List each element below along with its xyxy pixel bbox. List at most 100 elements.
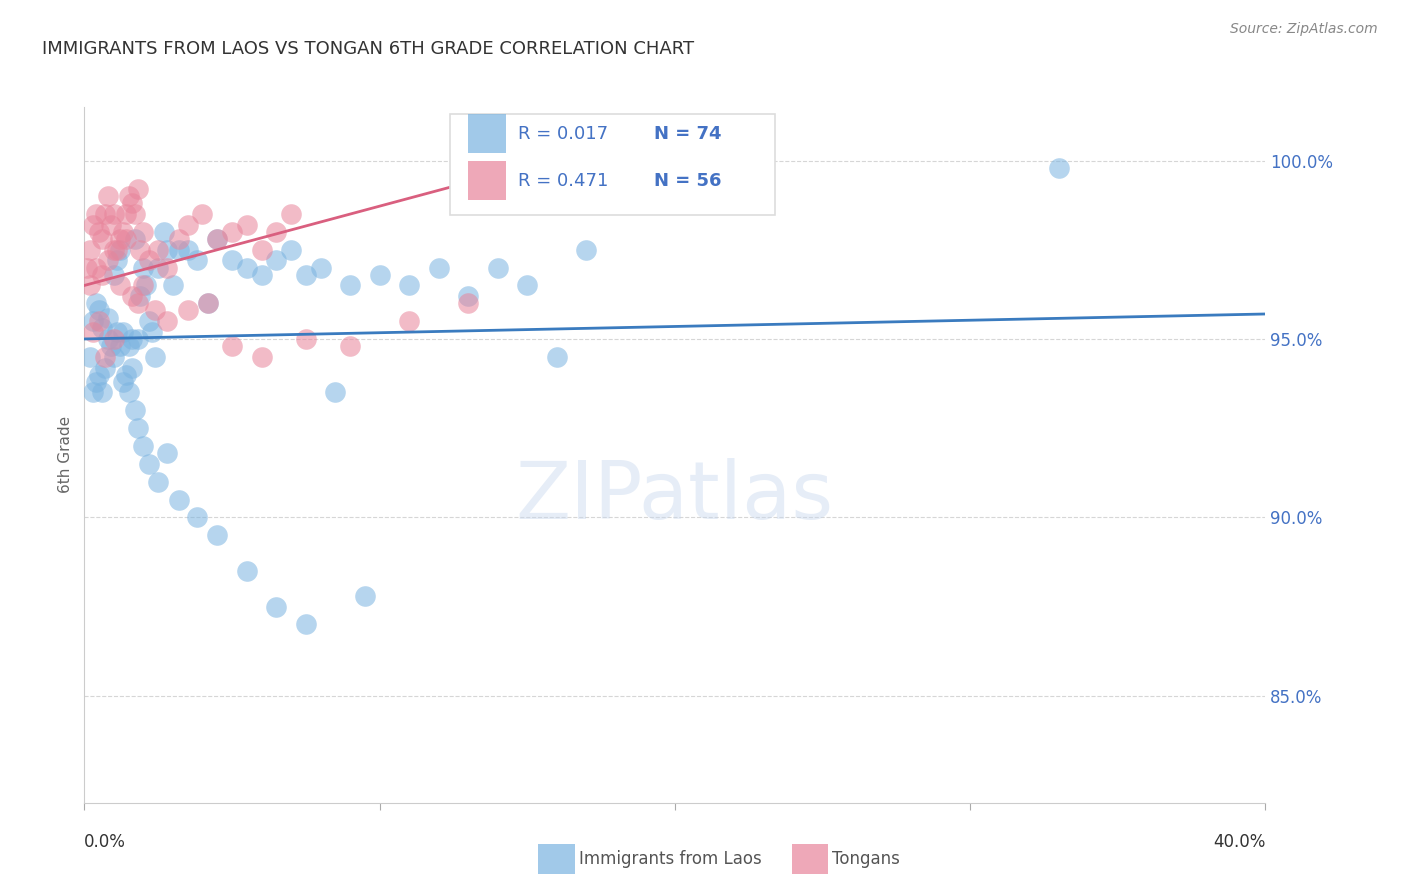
Point (236, 218, 259, 232)
Text: N = 56: N = 56 (654, 172, 721, 190)
Point (207, 528, 229, 542)
Point (111, 325, 134, 339)
Point (127, 332, 149, 346)
Point (121, 196, 143, 211)
Point (114, 207, 136, 221)
Point (236, 564, 259, 578)
Point (250, 350, 273, 364)
Point (84, 375, 107, 389)
FancyBboxPatch shape (450, 114, 775, 215)
Point (186, 510, 208, 524)
Point (457, 296, 479, 310)
Point (250, 243, 273, 257)
Point (177, 218, 200, 232)
Point (368, 268, 391, 282)
Point (91, 268, 114, 282)
Point (167, 232, 190, 246)
Point (197, 296, 219, 310)
Point (84, 207, 107, 221)
Point (266, 599, 288, 614)
Point (82, 218, 104, 232)
Point (156, 243, 179, 257)
Point (105, 243, 128, 257)
Point (221, 225, 243, 239)
Point (132, 260, 155, 275)
Point (124, 207, 146, 221)
Point (97, 332, 120, 346)
Point (295, 332, 318, 346)
Point (103, 350, 125, 364)
Point (186, 253, 208, 268)
Point (207, 232, 229, 246)
Y-axis label: 6th Grade: 6th Grade (58, 417, 73, 493)
Point (132, 278, 155, 293)
Text: R = 0.471: R = 0.471 (517, 172, 609, 190)
Point (575, 243, 598, 257)
Point (266, 225, 288, 239)
Point (516, 278, 538, 293)
Point (354, 589, 377, 603)
Point (118, 385, 141, 400)
Point (167, 492, 190, 507)
Point (156, 446, 179, 460)
Point (87, 314, 111, 328)
Point (197, 296, 219, 310)
Point (114, 232, 136, 246)
Point (339, 278, 361, 293)
Point (105, 325, 128, 339)
Point (546, 350, 568, 364)
Point (91, 385, 114, 400)
Point (325, 385, 347, 400)
Point (266, 253, 288, 268)
Point (127, 182, 149, 196)
Point (79, 243, 101, 257)
Point (156, 314, 179, 328)
Point (138, 314, 160, 328)
Point (121, 332, 143, 346)
Point (156, 260, 179, 275)
Point (105, 253, 128, 268)
Point (97, 310, 120, 325)
Point (295, 617, 318, 632)
Point (124, 232, 146, 246)
Point (87, 303, 111, 318)
Point (398, 314, 420, 328)
Point (87, 225, 111, 239)
Point (295, 268, 318, 282)
Point (79, 278, 101, 293)
Point (97, 253, 120, 268)
Point (94, 207, 117, 221)
Point (309, 260, 332, 275)
Text: Immigrants from Laos: Immigrants from Laos (579, 850, 762, 868)
Point (100, 218, 122, 232)
FancyBboxPatch shape (468, 161, 506, 201)
Point (138, 457, 160, 471)
Text: Source: ZipAtlas.com: Source: ZipAtlas.com (1230, 22, 1378, 37)
Point (118, 339, 141, 353)
Point (148, 243, 170, 257)
FancyBboxPatch shape (468, 114, 506, 153)
Point (135, 278, 157, 293)
Point (103, 332, 125, 346)
Point (87, 368, 111, 382)
Point (103, 207, 125, 221)
Point (148, 475, 170, 489)
Point (82, 314, 104, 328)
Point (127, 421, 149, 435)
Point (121, 360, 143, 375)
Point (250, 268, 273, 282)
Point (129, 243, 152, 257)
Text: N = 74: N = 74 (654, 125, 721, 143)
Point (84, 296, 107, 310)
Point (138, 253, 160, 268)
Point (79, 350, 101, 364)
Point (167, 243, 190, 257)
Point (118, 189, 141, 203)
Point (82, 385, 104, 400)
Point (177, 303, 200, 318)
Text: ZIPatlas: ZIPatlas (516, 458, 834, 536)
Text: Tongans: Tongans (832, 850, 900, 868)
Point (236, 260, 259, 275)
Point (132, 225, 155, 239)
Point (111, 225, 134, 239)
